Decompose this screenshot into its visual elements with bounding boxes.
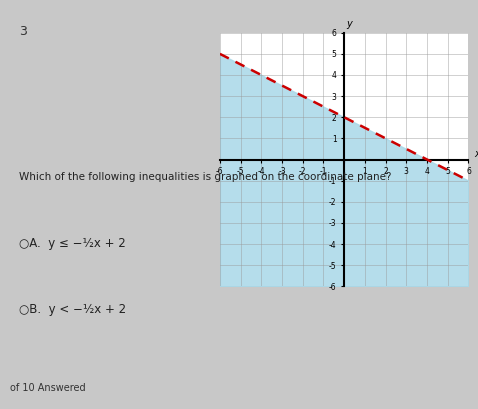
Text: y: y [347, 19, 352, 29]
Text: ○B.  y < −½x + 2: ○B. y < −½x + 2 [19, 303, 126, 316]
Text: x: x [474, 149, 478, 159]
Text: of 10 Answered: of 10 Answered [10, 383, 85, 393]
Text: 3: 3 [19, 25, 27, 38]
Text: Which of the following inequalities is graphed on the coordinate plane?: Which of the following inequalities is g… [19, 172, 391, 182]
Text: ○A.  y ≤ −½x + 2: ○A. y ≤ −½x + 2 [19, 237, 126, 250]
